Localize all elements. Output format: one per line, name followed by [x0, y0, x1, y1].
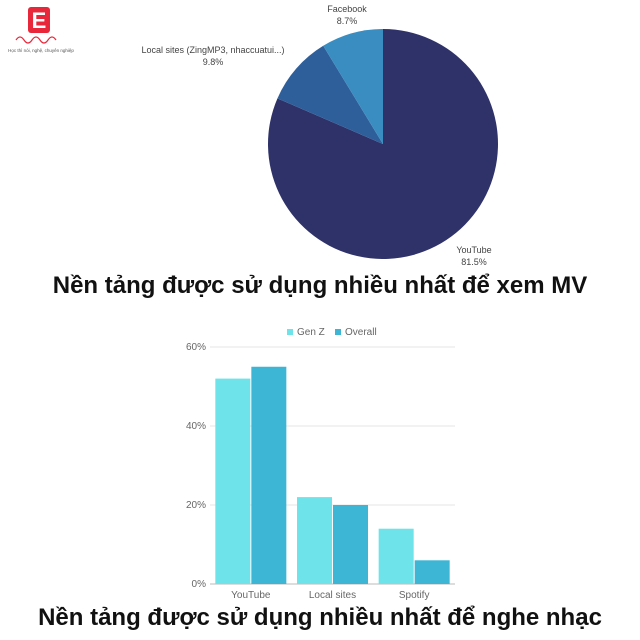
legend-swatch-overall: [335, 329, 341, 335]
bar-legend: Gen Z Overall: [287, 327, 377, 338]
bar-overall-local-sites: [333, 505, 368, 584]
pie-value-youtube: 81.5%: [461, 257, 487, 267]
bar-y-ticks: 0% 20% 40% 60%: [186, 342, 206, 590]
brand-logo: E Học thì nói, nghệ, chuyên nghiệp: [8, 7, 74, 53]
pie-label-youtube: YouTube: [456, 245, 491, 255]
legend-swatch-gen-z: [287, 329, 293, 335]
y-tick-label: 40%: [186, 421, 206, 432]
x-tick-label-spotify: Spotify: [399, 590, 430, 601]
pie-slice-facebook: [323, 29, 383, 144]
logo-letter: E: [32, 8, 47, 33]
pie-labels: YouTube 81.5% Local sites (ZingMP3, nhaccu…: [141, 4, 491, 267]
bar-x-ticks: YouTube Local sites Spotify: [231, 590, 429, 601]
pie-chart: YouTube 81.5% Local sites (ZingMP3, nhaccu…: [141, 4, 498, 267]
legend-label-gen-z: Gen Z: [297, 327, 325, 338]
y-tick-label: 60%: [186, 342, 206, 353]
logo-mark: [28, 7, 50, 33]
bar-overall-spotify: [414, 560, 450, 584]
bar-chart: Gen Z Overall 0% 20% 40% 60% YouTube Local si…: [186, 327, 455, 601]
bar-gen-z-youtube: [215, 378, 251, 584]
bar-grid: [210, 346, 455, 585]
pie-label-facebook: Facebook: [327, 4, 367, 14]
x-tick-label-youtube: YouTube: [231, 590, 271, 601]
pie-value-local-sites-zingmp3-nhaccuatui: 9.8%: [203, 57, 224, 67]
pie-slice-local-sites-zingmp3-nhaccuatui: [277, 45, 383, 144]
pie-chart-title: Nền tảng được sử dụng nhiều nhất để xem …: [52, 272, 588, 299]
pie-label-local-sites-zingmp3-nhaccuatui: Local sites (ZingMP3, nhaccuatui...): [141, 45, 284, 55]
bar-bars: [215, 366, 450, 584]
legend-label-overall: Overall: [345, 327, 377, 338]
bar-overall-youtube: [251, 366, 287, 584]
bar-gen-z-spotify: [378, 528, 414, 584]
logo-script: [15, 36, 57, 44]
bar-gen-z-local-sites: [297, 497, 332, 584]
x-tick-label-local-sites: Local sites: [309, 590, 356, 601]
pie-value-facebook: 8.7%: [337, 16, 358, 26]
logo-tagline: Học thì nói, nghệ, chuyên nghiệp: [8, 48, 74, 53]
bar-chart-title: Nền tảng được sử dụng nhiều nhất để nghe…: [38, 604, 602, 631]
pie-slices: [268, 29, 498, 259]
y-tick-label: 0%: [192, 579, 207, 590]
y-tick-label: 20%: [186, 500, 206, 511]
